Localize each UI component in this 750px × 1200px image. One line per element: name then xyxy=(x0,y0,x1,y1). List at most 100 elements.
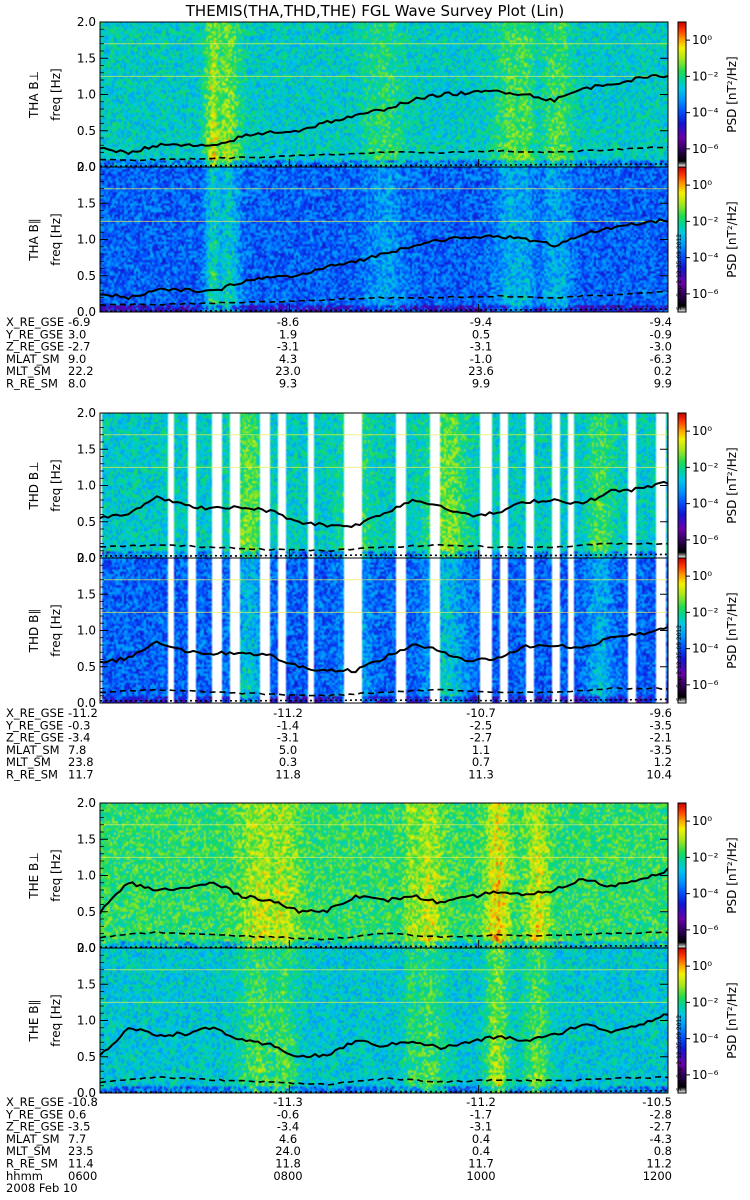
ytick-label: 0.0 xyxy=(77,941,96,955)
spectrogram-panel-2: 0.0 0.5 1.0 1.5 2.0 THA B∥ freq [Hz] 10⁰ 10⁻² 10⁻… xyxy=(27,160,739,319)
ytick-label: 0.5 xyxy=(77,905,96,919)
dashed-trace xyxy=(99,930,669,941)
panel-freq-label: freq [Hz] xyxy=(49,604,63,656)
ephem-value: -3.4 xyxy=(277,1120,299,1134)
spectrogram-image xyxy=(100,413,668,558)
ephem-value: -2.7 xyxy=(470,731,492,745)
side-timestamp: Sun Sep 2 12:35:09 2012 xyxy=(676,625,683,702)
ephem-value: -9.6 xyxy=(650,706,672,720)
solid-trace xyxy=(99,626,669,674)
ephem-value: -11.2 xyxy=(466,1095,496,1109)
ytick-label: 0.5 xyxy=(77,1050,96,1064)
ephem-label: MLAT_SM xyxy=(6,743,60,757)
ephem-value: 11.7 xyxy=(68,768,94,782)
ephem-label: Z_RE_GSE xyxy=(6,1120,64,1134)
panel-freq-label: freq [Hz] xyxy=(49,459,63,511)
ephem-value: -9.4 xyxy=(470,315,492,329)
ephem-label: MLT_SM xyxy=(6,1144,51,1158)
ephem-value: -3.5 xyxy=(650,743,672,757)
ephem-value: -6.9 xyxy=(68,315,90,329)
ephem-label: X_RE_GSE xyxy=(6,315,64,329)
ephem-value: -10.7 xyxy=(466,706,496,720)
ytick-label: 2.0 xyxy=(77,406,96,420)
spectrogram-panel-4: 0.0 0.5 1.0 1.5 2.0 THD B∥ freq [Hz] 10⁰ 10⁻² 10⁻… xyxy=(27,551,739,710)
colorbar-tick-label: 10⁻⁶ xyxy=(692,923,719,937)
colorbar-tick-label: 10⁻² xyxy=(692,605,719,619)
ephem-label: X_RE_GSE xyxy=(6,1095,64,1109)
colorbar-tick-label: 10⁻⁶ xyxy=(692,142,719,156)
colorbar-tick-label: 10⁻² xyxy=(692,214,719,228)
ephem-value: -10.5 xyxy=(642,1095,672,1109)
colorbar-tick-label: 10⁻⁶ xyxy=(692,287,719,301)
panel-freq-label: freq [Hz] xyxy=(49,994,63,1046)
ephem-value: 23.6 xyxy=(468,364,494,378)
colorbar-tick-label: 10⁻⁴ xyxy=(692,497,719,511)
colorbar xyxy=(677,412,687,559)
ephem-value: -3.5 xyxy=(650,718,672,732)
panel-ylabel: THD B⊥ xyxy=(27,461,41,510)
colorbar xyxy=(677,802,687,949)
time-label: hhmm xyxy=(6,1169,43,1183)
colorbar-tick-label: 10⁰ xyxy=(692,959,712,973)
time-axis-labels: hhmm 0600 0800 1000 1200 2008 Feb 10 xyxy=(6,1169,672,1195)
ytick-label: 1.5 xyxy=(77,442,96,456)
spectrogram-panel-5: 0.0 0.5 1.0 1.5 2.0 THE B⊥ freq [Hz] 10⁰ 10⁻² 10⁻… xyxy=(27,796,739,955)
ephem-value: 4.6 xyxy=(279,1132,297,1146)
panel-ylabel: THE B⊥ xyxy=(27,852,41,899)
ephem-value: -3.1 xyxy=(277,731,299,745)
ephem-value: 9.9 xyxy=(654,377,672,391)
ephem-label: MLT_SM xyxy=(6,364,51,378)
ephem-value: 8.0 xyxy=(68,377,86,391)
ephem-value: 9.0 xyxy=(68,352,86,366)
colorbar-tick-label: 10⁰ xyxy=(692,33,712,47)
panel-ylabel: THD B∥ xyxy=(27,609,41,654)
ephem-value: -3.1 xyxy=(277,340,299,354)
ephem-value: 9.3 xyxy=(279,377,297,391)
ephem-value: -11.3 xyxy=(273,1095,303,1109)
ephem-label: Z_RE_GSE xyxy=(6,731,64,745)
ytick-label: 0.0 xyxy=(77,1086,96,1100)
ephem-value: -1.0 xyxy=(470,352,492,366)
time-tick: 0800 xyxy=(273,1169,302,1183)
ytick-label: 2.0 xyxy=(77,941,96,955)
ytick-label: 0.0 xyxy=(77,305,96,319)
ephem-value: 0.4 xyxy=(472,1132,490,1146)
solid-trace xyxy=(100,218,669,301)
dashed-trace xyxy=(99,686,669,698)
ephem-value: -0.9 xyxy=(650,327,672,341)
ytick-label: 0.5 xyxy=(77,515,96,529)
ephem-label: R_RE_SM xyxy=(6,377,58,391)
colorbar-label: PSD [nT²/Hz] xyxy=(725,837,739,913)
colorbar-tick-label: 10⁻² xyxy=(692,995,719,1009)
colorbar-tick-label: 10⁻⁴ xyxy=(692,106,719,120)
colorbar-tick-label: 10⁻⁴ xyxy=(692,642,719,656)
ephem-value: 3.0 xyxy=(68,327,86,341)
panel-freq-label: freq [Hz] xyxy=(49,849,63,901)
ephem-value: -2.5 xyxy=(470,718,492,732)
ytick-label: 2.0 xyxy=(77,15,96,29)
spectrogram-image xyxy=(100,167,668,312)
ytick-label: 1.0 xyxy=(77,624,96,638)
ephem-value: -3.1 xyxy=(470,1120,492,1134)
panel-freq-label: freq [Hz] xyxy=(49,213,63,265)
colorbar-label: PSD [nT²/Hz] xyxy=(725,982,739,1058)
solid-trace xyxy=(99,480,669,529)
ephem-label: R_RE_SM xyxy=(6,1157,58,1171)
ytick-label: 0.0 xyxy=(77,551,96,565)
time-tick: 0600 xyxy=(68,1169,97,1183)
ephem-label: Y_RE_GSE xyxy=(5,718,63,732)
ytick-label: 1.0 xyxy=(77,233,96,247)
ephem-value: 0.3 xyxy=(279,755,297,769)
ephem-value: 0.4 xyxy=(472,1144,490,1158)
time-tick: 1200 xyxy=(643,1169,672,1183)
ytick-label: 2.0 xyxy=(77,796,96,810)
ephem-value: -8.6 xyxy=(277,315,299,329)
panel-ylabel: THA B∥ xyxy=(27,218,41,262)
colorbar-tick-label: 10⁻⁴ xyxy=(692,251,719,265)
colorbar-tick-label: 10⁰ xyxy=(692,814,712,828)
ytick-label: 0.0 xyxy=(77,160,96,174)
ephem-value: -9.4 xyxy=(650,315,672,329)
ephem-value: -1.4 xyxy=(277,718,299,732)
ytick-label: 0.5 xyxy=(77,269,96,283)
